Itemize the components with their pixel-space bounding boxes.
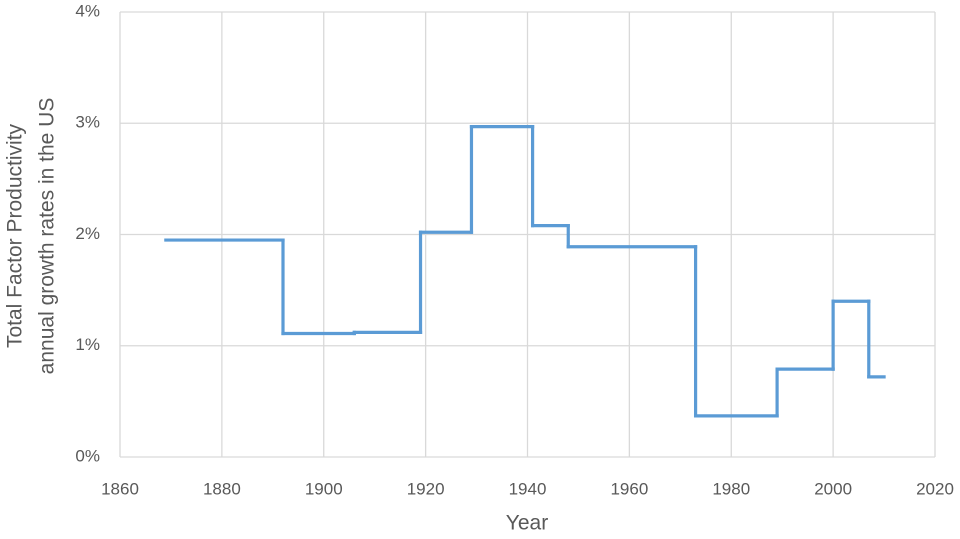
x-tick-label: 1900 bbox=[305, 479, 343, 498]
x-tick-label: 1960 bbox=[610, 479, 648, 498]
y-axis-title: Total Factor Productivity bbox=[4, 123, 27, 348]
x-tick-label: 1860 bbox=[101, 479, 139, 498]
x-tick-label: 1880 bbox=[203, 479, 241, 498]
x-tick-label: 1920 bbox=[407, 479, 445, 498]
y-tick-label: 2% bbox=[75, 224, 100, 243]
x-axis-title: Year bbox=[506, 512, 548, 535]
y-tick-label: 1% bbox=[75, 335, 100, 354]
x-tick-label: 2000 bbox=[814, 479, 852, 498]
y-tick-label: 4% bbox=[75, 1, 100, 20]
x-tick-label: 1980 bbox=[712, 479, 750, 498]
y-tick-label: 3% bbox=[75, 113, 100, 132]
y-axis-title: annual growth rates in the US bbox=[36, 98, 59, 375]
x-tick-label: 1940 bbox=[509, 479, 547, 498]
y-tick-label: 0% bbox=[75, 446, 100, 465]
x-tick-label: 2020 bbox=[916, 479, 954, 498]
